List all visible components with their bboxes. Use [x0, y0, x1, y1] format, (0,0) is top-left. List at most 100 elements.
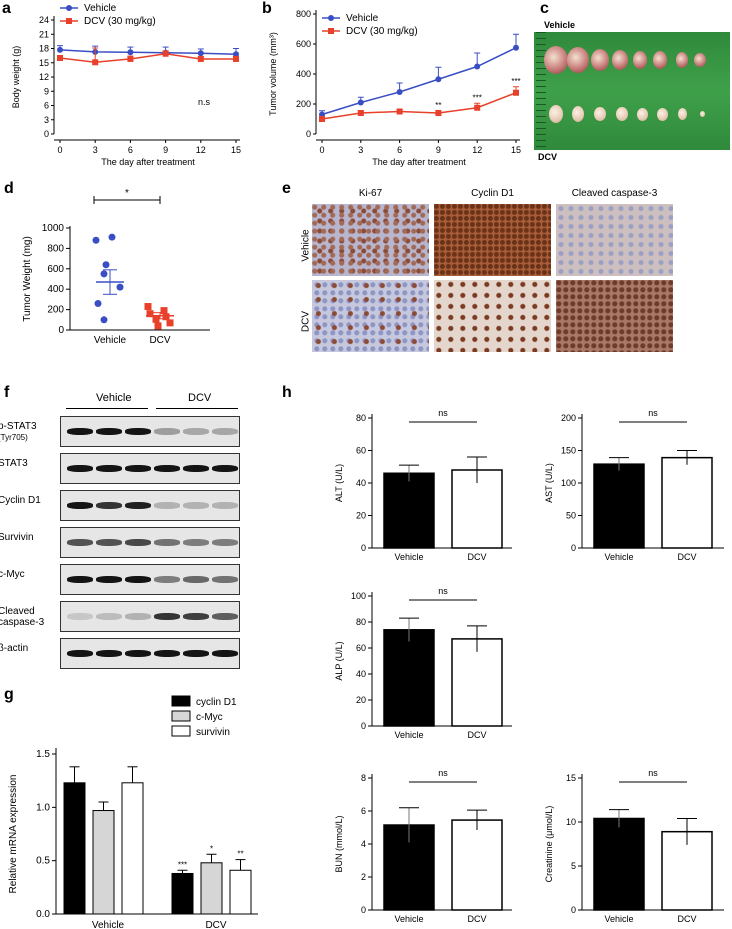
- panel-label-d: d: [4, 180, 14, 197]
- vehicle-photo-label: Vehicle: [544, 20, 576, 30]
- vehicle-tumor: [612, 50, 628, 70]
- data-point: [233, 55, 239, 62]
- legend-label: Vehicle: [346, 13, 379, 24]
- wb-band: [125, 650, 151, 657]
- dcv-tumor: [656, 107, 668, 121]
- y-tick-label: 12: [39, 72, 49, 82]
- panel-label-f: f: [4, 384, 10, 401]
- y-tick-label: 20: [356, 695, 366, 705]
- wb-band: [96, 613, 122, 620]
- x-tick-label: Vehicle: [94, 335, 127, 346]
- legend-marker: [328, 28, 334, 34]
- data-point: [233, 51, 239, 58]
- wb-band: [212, 465, 238, 472]
- annotation-ns: ns: [648, 768, 658, 778]
- vehicle-tumor: [591, 49, 609, 71]
- bar: [451, 638, 503, 727]
- y-axis-label: ALP (U/L): [334, 641, 344, 680]
- x-tick-label: DCV: [467, 552, 486, 562]
- x-tick-label: 9: [436, 145, 441, 155]
- wb-band: [67, 465, 93, 472]
- legend-swatch: [171, 725, 191, 737]
- vehicle-tumor: [676, 52, 688, 68]
- vehicle-tumor: [653, 51, 667, 69]
- y-tick-label: 0: [571, 543, 576, 553]
- wb-band: [96, 465, 122, 472]
- x-tick-label: 15: [511, 145, 521, 155]
- dcv-tumor: [636, 107, 648, 121]
- panel-label-a: a: [2, 0, 11, 17]
- legend-marker: [328, 15, 334, 21]
- significance-marker: *: [125, 188, 129, 199]
- annotation-ns: n.s: [198, 97, 211, 107]
- wb-group-vehicle: Vehicle: [96, 392, 132, 404]
- wb-band: [183, 613, 209, 620]
- y-tick-label: 60: [356, 643, 366, 653]
- wb-row: c-Myc: [0, 564, 240, 595]
- y-tick-label: 0: [361, 543, 366, 553]
- y-tick-label: 100: [561, 478, 576, 488]
- y-tick-label: 6: [361, 806, 366, 816]
- y-tick-label: 800: [47, 243, 64, 254]
- data-point: [160, 307, 168, 315]
- bar: [200, 862, 223, 915]
- series-line-1: [321, 92, 517, 120]
- ihc-col-cyclind1: Cyclin D1: [471, 188, 514, 199]
- y-tick-label: 200: [296, 99, 311, 109]
- ihc-vehicle-cyclind1: [434, 204, 551, 276]
- ihc-vehicle-ki67: [312, 204, 429, 276]
- x-tick-label: DCV: [677, 552, 696, 562]
- wb-band: [154, 428, 180, 435]
- ihc-col-caspase3: Cleaved caspase-3: [571, 188, 658, 199]
- y-tick-label: 21: [39, 29, 49, 39]
- wb-blot-strip: [60, 527, 240, 558]
- wb-band: [212, 428, 238, 435]
- panel-label-h: h: [282, 384, 292, 401]
- wb-band: [96, 539, 122, 546]
- x-tick-label: 12: [472, 145, 482, 155]
- y-axis-label: AST (U/L): [544, 463, 554, 503]
- wb-band: [154, 576, 180, 583]
- wb-band: [125, 539, 151, 546]
- wb-blot-strip: [60, 416, 240, 447]
- y-tick-label: 100: [351, 591, 366, 601]
- wb-band: [125, 502, 151, 509]
- data-point: [92, 236, 100, 244]
- legend-swatch: [171, 695, 191, 707]
- wb-band: [154, 539, 180, 546]
- data-point: [197, 50, 204, 57]
- data-point: [152, 315, 160, 323]
- y-tick-label: 600: [296, 39, 311, 49]
- y-tick-label: 50: [566, 511, 576, 521]
- y-axis-label: Creatinine (μmol/L): [544, 806, 554, 883]
- bar: [661, 456, 713, 549]
- x-tick-label: 0: [57, 145, 62, 155]
- significance-marker: ***: [473, 93, 482, 102]
- wb-band: [212, 576, 238, 583]
- wb-row-label: β-actin: [0, 643, 60, 654]
- wb-band: [212, 650, 238, 657]
- chart-body-weight: 0 3 6 9 12 15 18 21 24 0 3 6 9 12 15 The day after trea…: [11, 3, 241, 167]
- y-tick-label: 0: [361, 905, 366, 915]
- wb-band: [154, 613, 180, 620]
- data-point: [100, 316, 108, 324]
- data-point: [57, 55, 63, 61]
- x-tick-label: Vehicle: [394, 552, 423, 562]
- wb-band: [67, 576, 93, 583]
- data-point: [154, 322, 162, 330]
- y-tick-label: 1000: [42, 223, 65, 234]
- ihc-dcv-cyclind1: [434, 280, 551, 352]
- dcv-photo-label: DCV: [538, 152, 558, 162]
- data-point: [116, 283, 124, 291]
- y-tick-label: 0: [44, 129, 49, 139]
- wb-band: [212, 539, 238, 546]
- legend-label: survivin: [196, 727, 230, 738]
- wb-row-label: c-Myc: [0, 569, 60, 580]
- wb-band: [154, 650, 180, 657]
- green-ruler-background: [534, 32, 730, 150]
- wb-row-label-main: Cleaved: [0, 606, 35, 617]
- x-tick-label: 3: [93, 145, 98, 155]
- data-point: [474, 63, 481, 70]
- y-tick-label: 24: [39, 15, 49, 25]
- data-point: [146, 310, 154, 318]
